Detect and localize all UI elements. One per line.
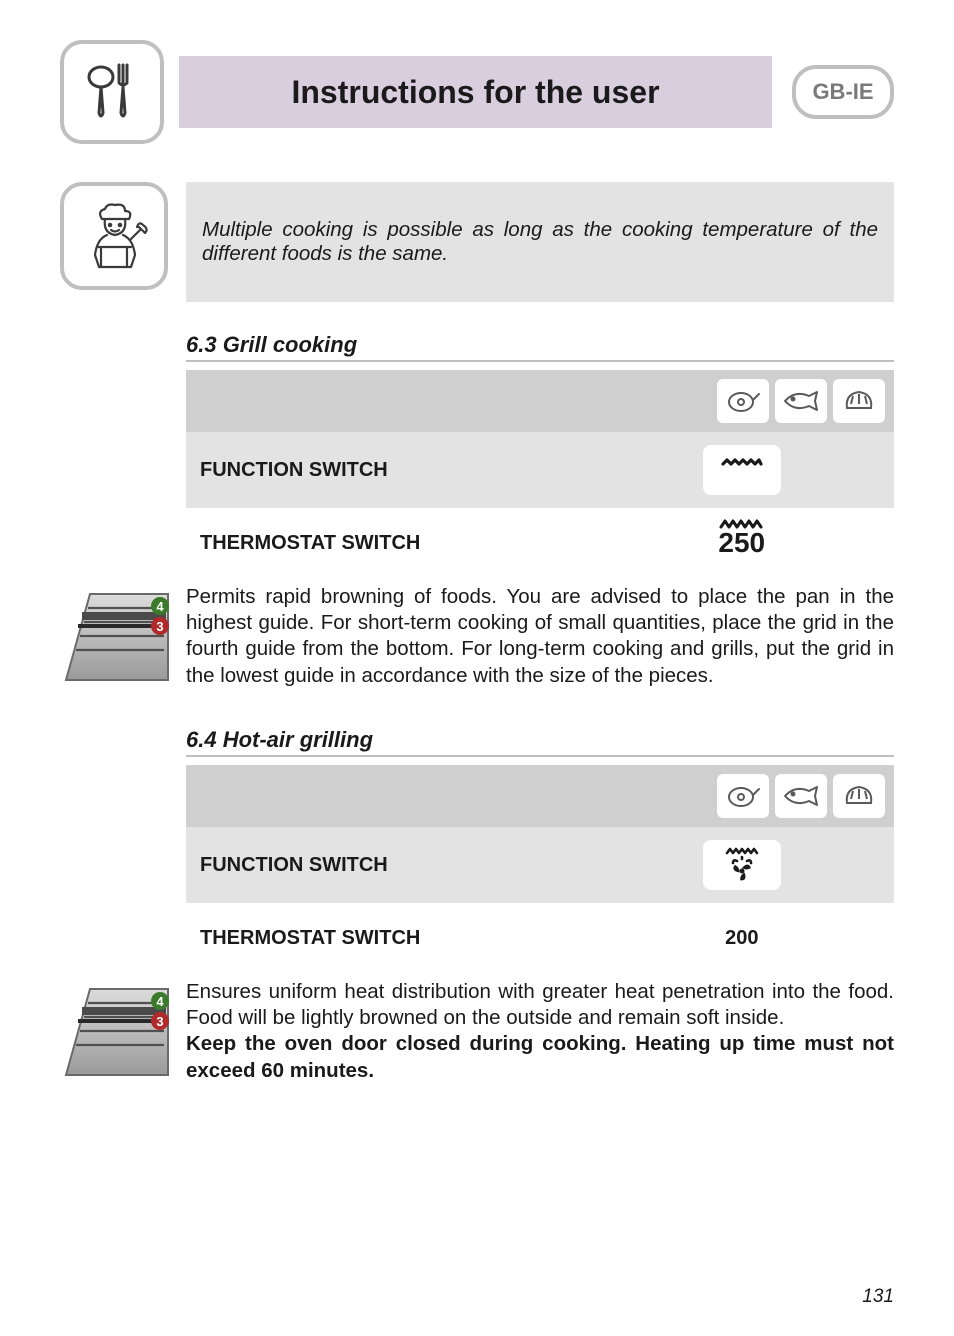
- grill-desc-block: 4 3 Permits rapid browning of foods. You…: [60, 584, 894, 693]
- grill-fan-icon: [703, 840, 781, 890]
- thermostat-switch-label: THERMOSTAT SWITCH: [186, 903, 590, 973]
- page-number: 131: [862, 1286, 894, 1308]
- bread-icon: [833, 379, 885, 423]
- thermostat-value-grill: 250: [718, 527, 765, 559]
- header: Instructions for the user GB-IE: [60, 40, 894, 144]
- hotair-desc-text: Ensures uniform heat distribution with g…: [186, 979, 894, 1084]
- svg-text:4: 4: [156, 994, 164, 1009]
- svg-text:3: 3: [156, 619, 163, 634]
- grill-settings-table: FUNCTION SWITCH THERMOSTAT SWITCH: [186, 370, 894, 578]
- language-badge: GB-IE: [792, 65, 894, 119]
- grill-desc-text: Permits rapid browning of foods. You are…: [186, 584, 894, 689]
- section-heading-grill: 6.3 Grill cooking: [186, 332, 894, 362]
- section-heading-hotair: 6.4 Hot-air grilling: [186, 727, 894, 757]
- tip-text: Multiple cooking is possible as long as …: [186, 182, 894, 302]
- fish-icon: [775, 774, 827, 818]
- tip-text-content: Multiple cooking is possible as long as …: [202, 218, 878, 266]
- thermostat-value-hotair: 200: [725, 927, 758, 949]
- thermostat-switch-label: THERMOSTAT SWITCH: [186, 508, 590, 578]
- fork-spoon-icon: [60, 40, 164, 144]
- header-band: Instructions for the user: [179, 56, 772, 128]
- hotair-desc-bold: Keep the oven door closed during cooking…: [186, 1032, 894, 1081]
- meat-icon: [717, 774, 769, 818]
- svg-text:4: 4: [156, 599, 164, 614]
- svg-text:3: 3: [156, 1014, 163, 1029]
- function-switch-label: FUNCTION SWITCH: [186, 432, 590, 508]
- page-title: Instructions for the user: [291, 74, 659, 111]
- function-switch-label: FUNCTION SWITCH: [186, 827, 590, 903]
- chef-icon: [60, 182, 168, 290]
- hotair-desc-block: 4 3 Ensures uniform heat distribution wi…: [60, 979, 894, 1088]
- tip-block: Multiple cooking is possible as long as …: [60, 182, 894, 302]
- hotair-desc-plain: Ensures uniform heat distribution with g…: [186, 980, 894, 1029]
- bread-icon: [833, 774, 885, 818]
- fish-icon: [775, 379, 827, 423]
- grill-element-icon: [703, 445, 781, 495]
- oven-rack-icon: 4 3: [60, 979, 174, 1083]
- meat-icon: [717, 379, 769, 423]
- oven-rack-icon: 4 3: [60, 584, 174, 688]
- hotair-settings-table: FUNCTION SWITCH: [186, 765, 894, 973]
